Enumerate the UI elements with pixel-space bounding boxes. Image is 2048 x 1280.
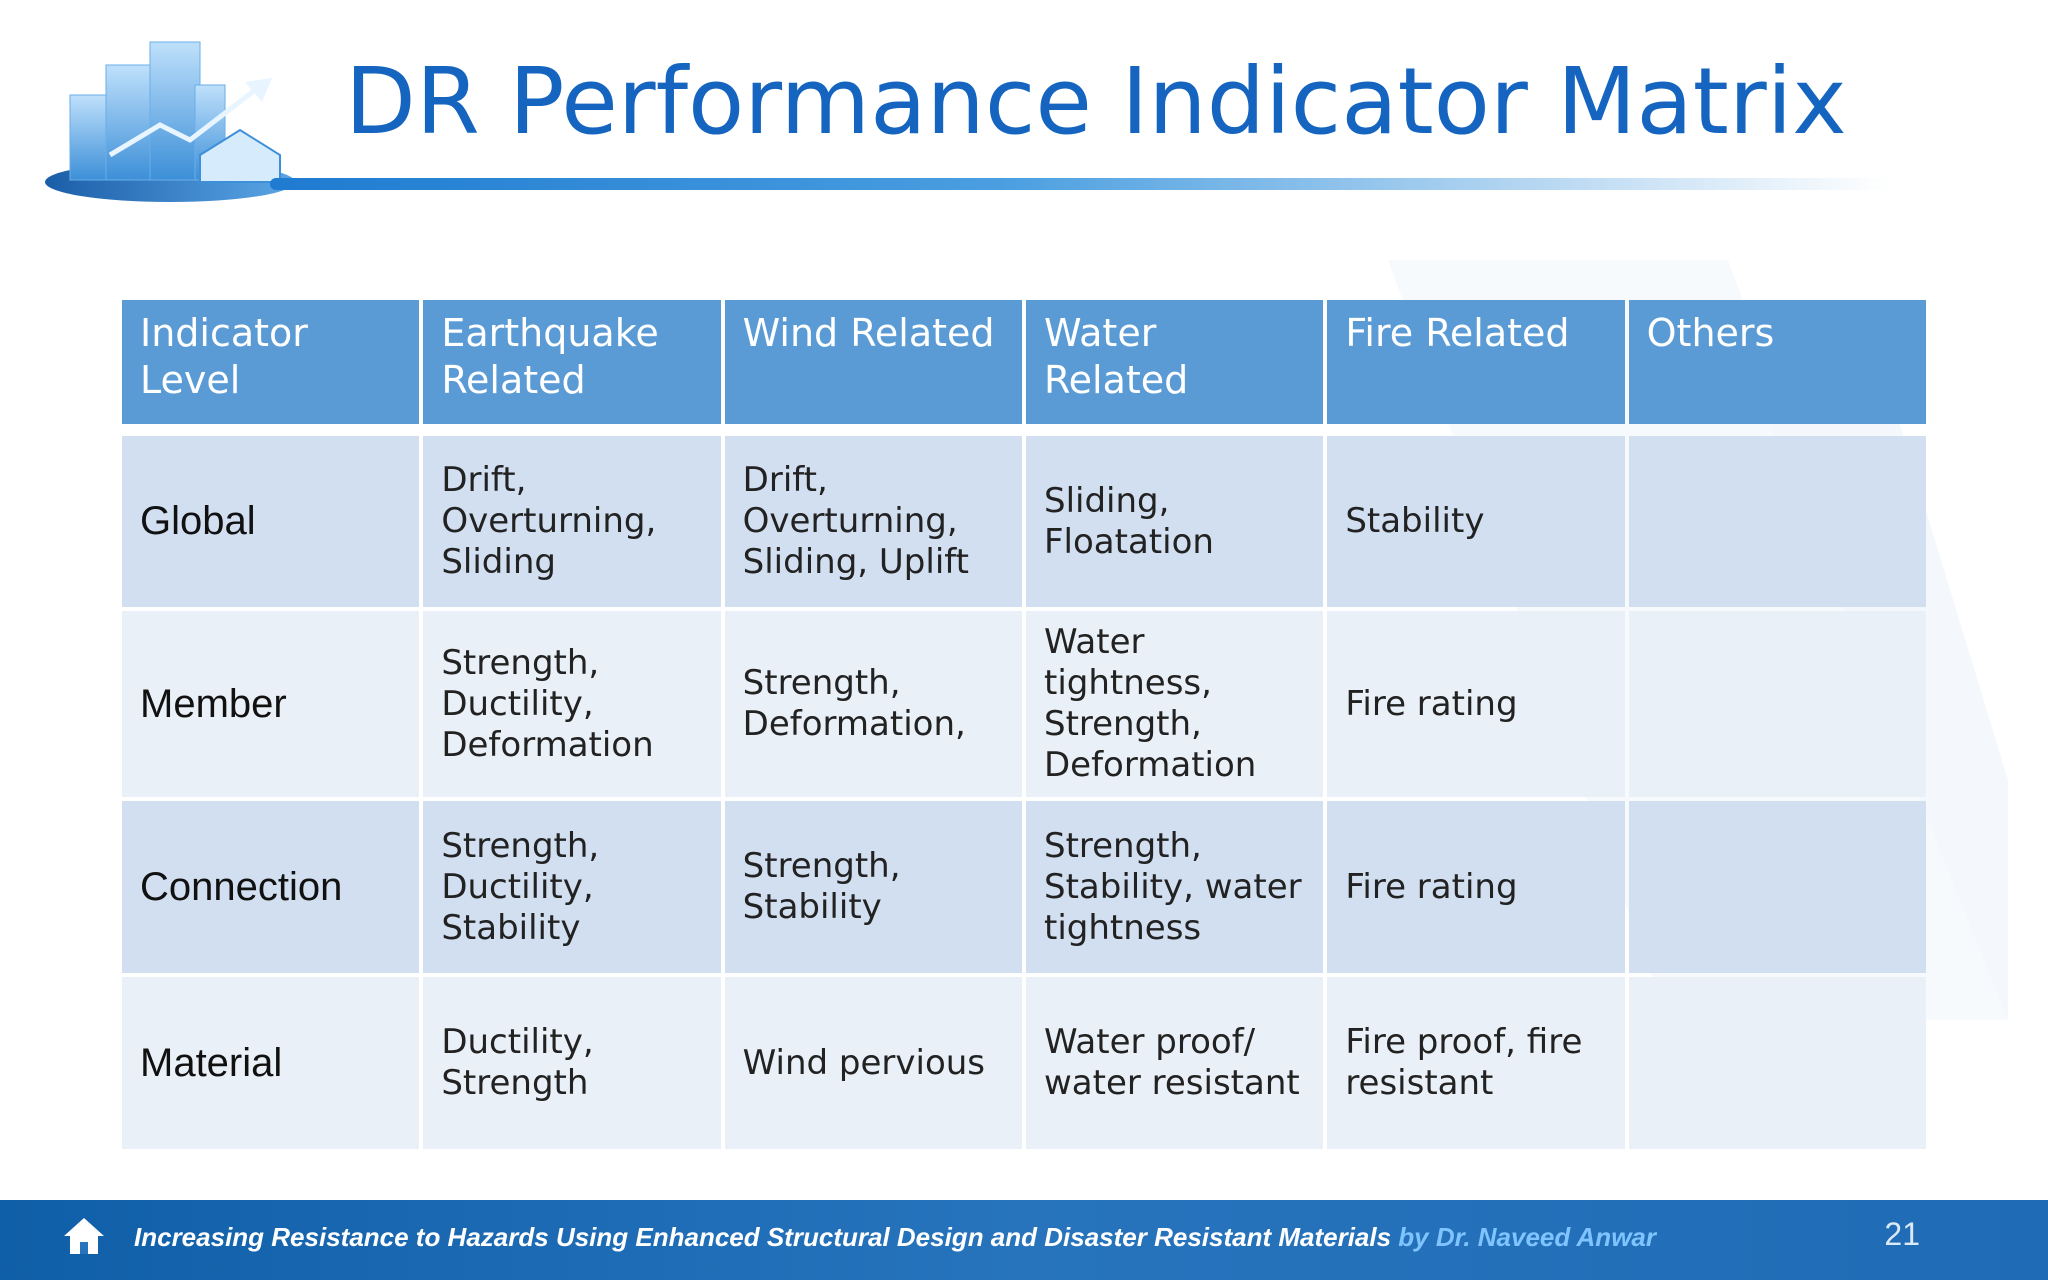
table-row-connection: Connection Strength, Ductility, Stabilit…	[122, 801, 1926, 973]
table-cell-level: Connection	[122, 801, 420, 973]
table-cell-others	[1628, 977, 1926, 1149]
table-row-member: Member Strength, Ductility, Deformation …	[122, 611, 1926, 797]
header-indicator-level: Indicator Level	[122, 300, 420, 424]
table-cell: Drift, Overturning, Sliding, Uplift	[724, 436, 1022, 607]
header-wind-related: Wind Related	[724, 300, 1022, 424]
table-cell: Sliding, Floatation	[1025, 436, 1324, 607]
table-cell: Water proof/ water resistant	[1025, 977, 1324, 1149]
title-underline	[270, 178, 1890, 190]
table-cell: Fire proof, fire resistant	[1327, 977, 1625, 1149]
header-earthquake-related: Earthquake Related	[423, 300, 721, 424]
table-row-global: Global Drift, Overturning, Sliding Drift…	[122, 436, 1926, 607]
table-cell: Strength, Deformation,	[724, 611, 1022, 797]
table-cell: Fire rating	[1327, 611, 1625, 797]
table-cell: Wind pervious	[724, 977, 1022, 1149]
table-cell-others	[1628, 801, 1926, 973]
table-header-row: Indicator Level Earthquake Related Wind …	[122, 300, 1926, 424]
table-cell: Fire rating	[1327, 801, 1625, 973]
table-cell-level: Material	[122, 977, 420, 1149]
page-number: 21	[1884, 1216, 1920, 1252]
table-cell: Strength, Ductility, Deformation	[423, 611, 721, 797]
table-cell: Strength, Stability	[724, 801, 1022, 973]
footer-author: by Dr. Naveed Anwar	[1391, 1222, 1656, 1252]
table-cell-level: Member	[122, 611, 420, 797]
table-cell: Strength, Ductility, Stability	[423, 801, 721, 973]
slide-title: DR Performance Indicator Matrix	[345, 48, 1847, 155]
table-cell-level: Global	[122, 436, 420, 607]
home-icon[interactable]	[62, 1216, 106, 1256]
table-cell: Ductility, Strength	[423, 977, 721, 1149]
table-cell: Strength, Stability, water tightness	[1025, 801, 1324, 973]
footer-bar: Increasing Resistance to Hazards Using E…	[0, 1200, 2048, 1280]
table-row-material: Material Ductility, Strength Wind pervio…	[122, 977, 1926, 1149]
table-cell: Drift, Overturning, Sliding	[423, 436, 721, 607]
footer-caption: Increasing Resistance to Hazards Using E…	[134, 1222, 1656, 1253]
header-others: Others	[1628, 300, 1926, 424]
header-water-related: Water Related	[1025, 300, 1324, 424]
table-cell: Stability	[1327, 436, 1625, 607]
footer-title: Increasing Resistance to Hazards Using E…	[134, 1222, 1392, 1252]
city-buildings-logo-icon	[45, 41, 295, 202]
table-cell: Water tightness, Strength, Deformation	[1025, 611, 1324, 797]
performance-indicator-table: Indicator Level Earthquake Related Wind …	[118, 296, 1930, 1153]
table-cell-others	[1628, 611, 1926, 797]
table-cell-others	[1628, 436, 1926, 607]
header-fire-related: Fire Related	[1327, 300, 1625, 424]
